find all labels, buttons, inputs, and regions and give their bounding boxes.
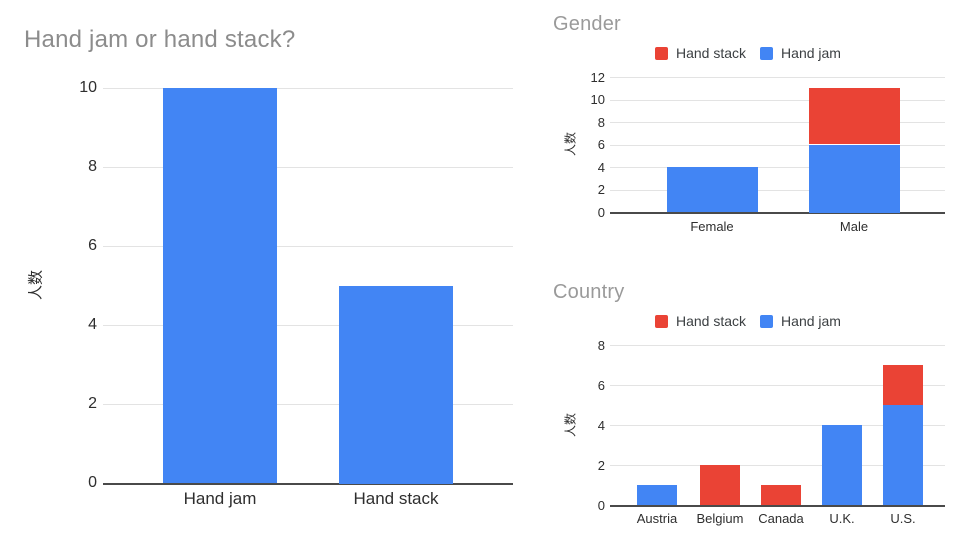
gridline-y-4	[103, 325, 513, 326]
x-category-label: Female	[690, 219, 734, 234]
y-tick-label-0: 0	[597, 205, 605, 220]
y-tick-label-4: 4	[88, 316, 97, 333]
x-category-label: Austria	[636, 511, 678, 526]
hand-jam-swatch-icon	[760, 314, 774, 328]
bar-austria-hand-jam	[637, 485, 677, 505]
y-tick-label-2: 2	[597, 182, 605, 197]
y-tick-label-0: 0	[88, 474, 97, 491]
legend-item-hand-stack: Hand stack	[655, 313, 746, 329]
gridline-y-8	[103, 167, 513, 168]
gridline-y-12	[610, 77, 945, 78]
gridline-y-6	[610, 145, 945, 146]
main-chart-title: Hand jam or hand stack?	[24, 26, 296, 53]
legend-item-hand-stack: Hand stack	[655, 45, 746, 61]
bar-u-k--hand-jam	[822, 425, 862, 505]
gridline-y-10	[103, 88, 513, 89]
y-tick-label-2: 2	[88, 395, 97, 412]
legend-label: Hand stack	[676, 313, 747, 329]
bar-belgium-hand-stack	[700, 465, 740, 505]
x-axis-line	[103, 483, 513, 485]
x-axis-line	[610, 212, 945, 214]
bar-u-s--hand-stack	[883, 365, 923, 405]
y-tick-label-8: 8	[597, 115, 605, 130]
gender-chart-title: Gender	[553, 13, 621, 35]
x-category-label: Hand jam	[183, 489, 257, 508]
gridline-y-6	[103, 246, 513, 247]
y-tick-label-8: 8	[597, 338, 605, 353]
gridline-y-2	[610, 465, 945, 466]
gender-chart-legend: Hand stack Hand jam	[655, 45, 841, 61]
legend-label: Hand jam	[781, 313, 841, 329]
x-category-label: Hand stack	[353, 489, 439, 508]
bar-hand-stack-hand-jam	[339, 286, 453, 484]
y-tick-label-6: 6	[597, 378, 605, 393]
legend-item-hand-jam: Hand jam	[760, 45, 841, 61]
gridline-y-8	[610, 122, 945, 123]
gridline-y-4	[610, 167, 945, 168]
legend-label: Hand stack	[676, 45, 747, 61]
y-tick-label-0: 0	[597, 498, 605, 513]
y-tick-label-2: 2	[597, 458, 605, 473]
x-axis-line	[610, 505, 945, 507]
hand-jam-swatch-icon	[760, 46, 774, 60]
gridline-y-8	[610, 345, 945, 346]
x-category-label: Canada	[758, 511, 804, 526]
bar-canada-hand-stack	[761, 485, 801, 505]
y-tick-label-10: 10	[590, 92, 605, 107]
gridline-y-4	[610, 425, 945, 426]
gridline-y-2	[610, 190, 945, 191]
legend-label: Hand jam	[781, 45, 841, 61]
y-tick-label-8: 8	[88, 158, 97, 175]
y-tick-label-4: 4	[597, 160, 605, 175]
legend-item-hand-jam: Hand jam	[760, 313, 841, 329]
hand-stack-swatch-icon	[655, 314, 668, 328]
x-category-label: U.K.	[829, 511, 855, 526]
country-chart-title: Country	[553, 281, 625, 303]
country-chart-legend: Hand stack Hand jam	[655, 313, 841, 329]
y-tick-label-6: 6	[88, 237, 97, 254]
x-category-label: Male	[839, 219, 869, 234]
bar-u-s--hand-jam	[883, 405, 923, 505]
gridline-y-2	[103, 404, 513, 405]
x-category-label: U.S.	[890, 511, 916, 526]
y-tick-label-12: 12	[590, 70, 605, 85]
y-tick-label-4: 4	[597, 418, 605, 433]
gridline-y-10	[610, 100, 945, 101]
bar-female-hand-jam	[667, 167, 758, 212]
y-tick-label-6: 6	[597, 137, 605, 152]
bar-male-hand-jam	[809, 145, 900, 213]
hand-stack-swatch-icon	[655, 46, 668, 60]
x-category-label: Belgium	[696, 511, 744, 526]
bar-male-hand-stack	[809, 88, 900, 144]
y-tick-label-10: 10	[79, 79, 97, 96]
bar-hand-jam-hand-jam	[163, 88, 277, 483]
gridline-y-6	[610, 385, 945, 386]
